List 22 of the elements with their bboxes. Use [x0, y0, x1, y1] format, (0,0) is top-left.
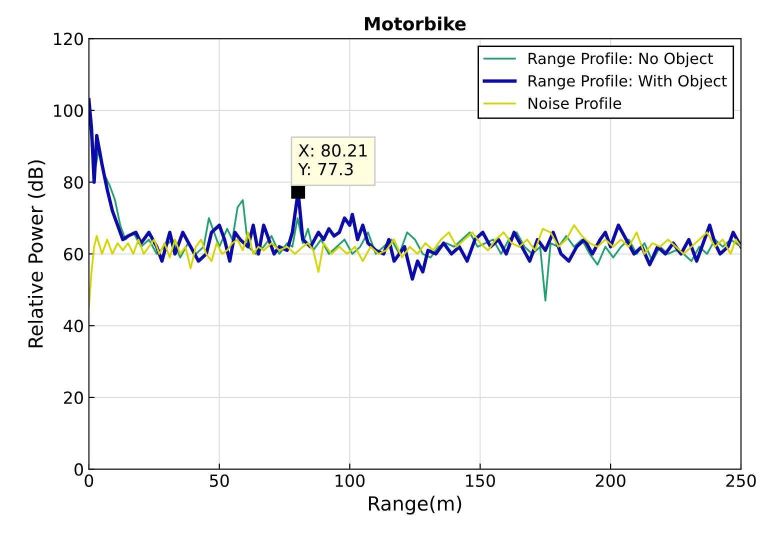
line-series	[88, 224, 741, 309]
legend-label: Range Profile: No Object	[528, 52, 713, 68]
legend-label: Range Profile: With Object	[528, 74, 727, 90]
annotation: X: 80.21 Y: 77.3	[298, 144, 367, 176]
x-tick-label: 0	[84, 474, 94, 487]
y-tick-label: 120	[54, 32, 83, 46]
y-axis-title: Relative Power (dB)	[28, 160, 46, 348]
x-tick-label: 250	[726, 474, 756, 487]
y-tick-label: 60	[64, 248, 83, 260]
y-tick-label: 40	[64, 320, 83, 332]
y-tick-label: 20	[64, 391, 83, 404]
x-axis-title: Range(m)	[369, 496, 462, 515]
line-series	[88, 98, 741, 281]
legend-label: Noise Profile	[528, 97, 622, 110]
x-tick-label: 150	[466, 474, 495, 487]
x-tick-label: 200	[596, 474, 626, 487]
y-tick-label: 80	[64, 176, 83, 189]
x-tick-label: 100	[336, 474, 365, 487]
chart-title: Motorbike	[365, 16, 466, 31]
x-tick-label: 50	[210, 474, 229, 487]
y-tick-label: 100	[54, 104, 83, 117]
y-tick-label: 0	[74, 463, 83, 476]
